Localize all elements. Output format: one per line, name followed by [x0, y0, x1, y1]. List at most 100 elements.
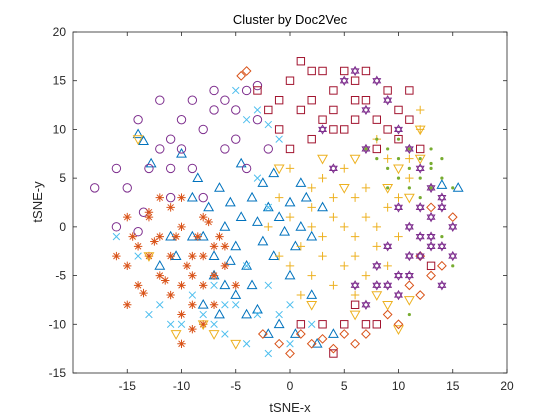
data-point: [404, 143, 414, 155]
data-point: [307, 222, 316, 232]
data-point: [396, 157, 401, 161]
data-point: [198, 192, 208, 203]
data-point: [209, 300, 219, 309]
data-point: [253, 106, 262, 114]
data-point: [350, 280, 360, 291]
data-point: [155, 193, 164, 202]
data-point: [426, 241, 436, 252]
data-point: [264, 105, 273, 115]
data-point: [165, 134, 176, 144]
data-point: [295, 329, 306, 339]
data-point: [155, 232, 164, 241]
data-point: [396, 176, 401, 180]
data-point: [274, 338, 285, 349]
data-point: [209, 242, 219, 251]
data-point: [253, 310, 262, 319]
data-point: [133, 114, 143, 125]
data-point: [415, 250, 425, 262]
data-point: [219, 279, 231, 290]
data-point: [437, 202, 447, 213]
data-point: [350, 65, 360, 77]
data-point: [284, 269, 296, 280]
data-point: [170, 330, 182, 340]
data-point: [349, 310, 361, 321]
data-point: [235, 157, 247, 168]
data-point: [452, 182, 464, 192]
x-axis-title: tSNE-x: [269, 400, 311, 415]
data-point: [394, 105, 403, 115]
data-point: [371, 291, 383, 301]
data-point: [300, 191, 312, 202]
data-point: [404, 221, 414, 233]
data-point: [372, 144, 382, 154]
data-point: [197, 320, 209, 331]
data-point: [220, 144, 230, 154]
data-point: [242, 115, 251, 124]
data-point: [350, 193, 360, 202]
x-tick-label: -15: [119, 379, 137, 393]
data-point: [177, 310, 186, 319]
data-point: [208, 330, 220, 340]
data-point: [317, 154, 329, 165]
data-point: [372, 222, 381, 232]
data-point: [340, 125, 349, 134]
data-point: [274, 96, 284, 105]
data-point: [383, 154, 392, 163]
data-point: [350, 338, 361, 349]
data-point: [340, 320, 349, 329]
data-point: [193, 232, 202, 241]
y-tick-label: -5: [55, 269, 66, 283]
data-point: [418, 176, 422, 180]
data-point: [197, 230, 209, 241]
data-point: [317, 201, 329, 212]
axes: -15 -10 -5 0 5 10 15 20 -15 -10 -5 0 5 10 15 20: [49, 25, 514, 393]
data-point: [186, 191, 198, 202]
data-point: [386, 166, 390, 170]
data-point: [394, 193, 403, 202]
data-point: [415, 290, 426, 300]
data-point: [404, 270, 414, 281]
data-point: [426, 270, 436, 281]
data-point: [372, 242, 381, 251]
data-point: [386, 147, 390, 151]
data-point: [383, 261, 392, 271]
data-point: [340, 164, 349, 173]
data-point: [268, 250, 280, 260]
data-point: [177, 222, 186, 232]
data-point: [350, 232, 360, 241]
data-point: [429, 161, 433, 166]
data-point: [231, 281, 240, 290]
data-point: [279, 225, 291, 236]
data-point: [361, 320, 371, 329]
data-point: [111, 163, 122, 174]
data-point: [251, 303, 263, 314]
data-point: [361, 183, 371, 193]
data-point: [112, 251, 121, 261]
data-point: [273, 164, 285, 175]
data-point: [350, 290, 360, 300]
data-point: [166, 290, 175, 300]
data-point: [241, 163, 252, 174]
data-point: [123, 261, 132, 271]
data-point: [296, 290, 306, 300]
data-point: [156, 301, 164, 309]
data-point: [274, 125, 284, 134]
data-point: [176, 144, 187, 154]
data-point: [122, 183, 132, 193]
data-point: [252, 80, 263, 91]
data-point: [317, 333, 328, 344]
data-point: [375, 157, 379, 161]
data-point: [393, 270, 404, 281]
data-point: [350, 76, 360, 85]
data-point: [138, 135, 149, 145]
data-point: [252, 114, 263, 125]
data-point: [306, 300, 318, 311]
data-point: [361, 143, 371, 155]
data-point: [383, 280, 393, 291]
data-point: [133, 227, 143, 237]
data-point: [246, 279, 258, 290]
data-point: [285, 212, 295, 222]
data-point: [296, 320, 306, 329]
data-point: [176, 114, 187, 125]
